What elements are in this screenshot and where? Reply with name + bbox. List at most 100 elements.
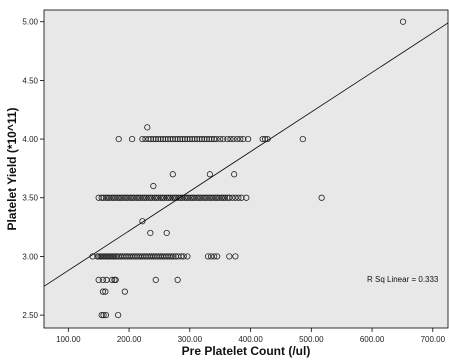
scatter-point bbox=[150, 135, 157, 143]
scatter-point bbox=[98, 253, 105, 260]
scatter-point bbox=[215, 194, 223, 201]
scatter-point bbox=[95, 194, 102, 201]
scatter-point bbox=[115, 135, 122, 143]
x-axis-title: Pre Platelet Count (/ul) bbox=[182, 344, 311, 358]
y-axis: 2.50 3.00 3.50 4.00 4.50 5.00 bbox=[22, 18, 44, 320]
scatter-point bbox=[195, 194, 203, 201]
y-tick-label: 4.50 bbox=[22, 76, 38, 85]
scatter-point bbox=[127, 194, 134, 201]
scatter-point bbox=[212, 194, 219, 201]
scatter-point bbox=[224, 135, 231, 143]
scatter-point bbox=[164, 135, 172, 143]
scatter-point bbox=[184, 253, 191, 260]
scatter-point bbox=[169, 135, 176, 143]
x-axis: 100.00 200.00 300.00 400.00 500.00 600.00 700.… bbox=[56, 328, 446, 344]
scatter-point bbox=[207, 194, 215, 201]
scatter-point bbox=[147, 229, 154, 237]
scatter-point bbox=[232, 194, 239, 201]
scatter-point bbox=[171, 194, 178, 201]
scatter-point bbox=[299, 135, 306, 143]
scatter-point bbox=[157, 194, 164, 201]
scatter-point bbox=[201, 194, 209, 201]
scatter-point bbox=[112, 194, 119, 201]
scatter-point bbox=[206, 171, 213, 178]
scatter-point bbox=[238, 194, 245, 201]
scatter-point bbox=[213, 135, 220, 143]
scatter-point bbox=[100, 311, 107, 319]
scatter-point bbox=[108, 276, 116, 283]
scatter-point bbox=[179, 135, 186, 143]
scatter-point bbox=[187, 194, 195, 201]
scatter-point bbox=[174, 135, 181, 143]
scatter-point bbox=[231, 171, 238, 178]
y-tick-label: 3.00 bbox=[22, 252, 38, 261]
scatter-point bbox=[102, 311, 110, 319]
scatter-point bbox=[218, 194, 225, 201]
x-tick-label: 600.00 bbox=[360, 335, 385, 344]
scatter-point bbox=[240, 135, 247, 143]
scatter-point bbox=[243, 194, 250, 201]
scatter-point bbox=[165, 194, 172, 201]
scatter-point bbox=[318, 194, 325, 201]
scatter-point bbox=[237, 135, 244, 143]
scatter-point bbox=[196, 135, 203, 143]
fit-line bbox=[43, 22, 449, 287]
scatter-point bbox=[147, 135, 155, 143]
scatter-point bbox=[142, 194, 150, 201]
scatter-point bbox=[155, 194, 162, 201]
scatter-point bbox=[128, 194, 136, 201]
scatter-point bbox=[181, 135, 189, 143]
scatter-point bbox=[122, 194, 130, 201]
y-tick-label: 2.50 bbox=[22, 311, 38, 320]
y-tick-label: 3.50 bbox=[22, 194, 38, 203]
x-tick-label: 100.00 bbox=[56, 335, 81, 344]
scatter-point bbox=[172, 135, 179, 143]
scatter-point bbox=[102, 194, 110, 201]
scatter-point bbox=[227, 135, 234, 143]
scatter-point bbox=[186, 135, 193, 143]
scatter-point bbox=[135, 194, 142, 201]
scatter-point bbox=[139, 194, 146, 201]
scatter-point bbox=[107, 253, 114, 260]
scatter-point bbox=[191, 194, 198, 201]
scatter-point bbox=[141, 194, 148, 201]
scatter-point bbox=[209, 194, 216, 201]
scatter-point bbox=[232, 253, 239, 260]
scatter-point bbox=[157, 135, 164, 143]
scatter-point bbox=[99, 276, 107, 283]
scatter-point bbox=[104, 194, 111, 201]
scatter-point bbox=[95, 276, 102, 283]
scatter-point bbox=[193, 135, 201, 143]
x-tick-label: 300.00 bbox=[178, 335, 203, 344]
scatter-point bbox=[144, 124, 151, 131]
scatter-point bbox=[168, 253, 175, 260]
scatter-point bbox=[224, 194, 231, 201]
scatter-point bbox=[201, 135, 208, 143]
x-tick-label: 200.00 bbox=[117, 335, 142, 344]
y-axis-title: Platelet Yield (*10^11) bbox=[5, 107, 19, 230]
scatter-point bbox=[203, 194, 210, 201]
scatter-point bbox=[98, 194, 105, 201]
scatter-point bbox=[169, 171, 176, 178]
scatter-point bbox=[147, 194, 154, 201]
scatter-point bbox=[159, 194, 166, 201]
scatter-point bbox=[177, 194, 184, 201]
scatter-point bbox=[214, 253, 221, 260]
scatter-point bbox=[191, 135, 198, 143]
scatter-point bbox=[189, 135, 196, 143]
scatter-point bbox=[226, 194, 233, 201]
scatter-point bbox=[100, 194, 107, 201]
scatter-point bbox=[116, 194, 124, 201]
scatter-point bbox=[153, 194, 160, 201]
scatter-point bbox=[204, 253, 212, 260]
scatter-point bbox=[152, 135, 159, 143]
scatter-point bbox=[183, 194, 190, 201]
scatter-point bbox=[139, 218, 146, 225]
scatter-point bbox=[193, 194, 201, 201]
data-points bbox=[89, 18, 407, 319]
scatter-point bbox=[220, 194, 227, 201]
scatter-point bbox=[229, 194, 236, 201]
scatter-point bbox=[163, 194, 170, 201]
scatter-point bbox=[110, 194, 117, 201]
